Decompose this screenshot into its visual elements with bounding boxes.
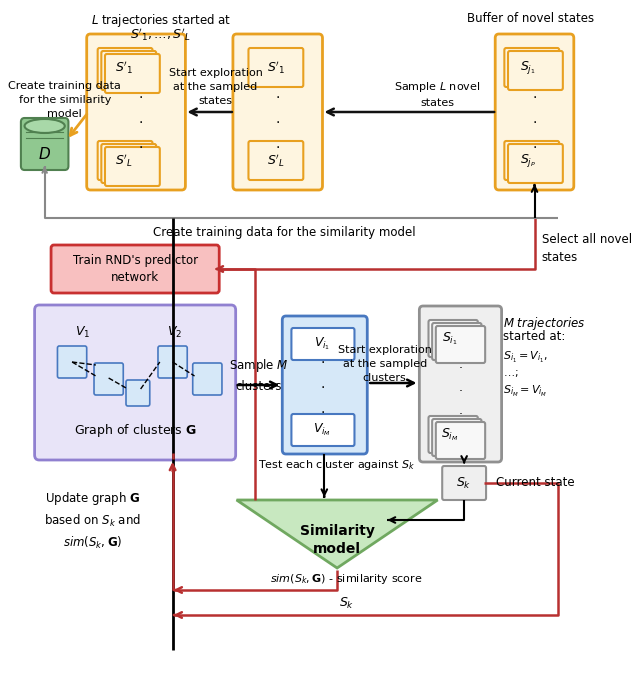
Text: Buffer of novel states: Buffer of novel states <box>467 12 595 25</box>
FancyBboxPatch shape <box>58 346 86 378</box>
FancyBboxPatch shape <box>442 466 486 500</box>
FancyBboxPatch shape <box>419 306 502 462</box>
Text: ·
·
·: · · · <box>532 91 537 155</box>
Text: $S'_L$: $S'_L$ <box>267 153 285 169</box>
Text: $S'_1$: $S'_1$ <box>267 60 285 76</box>
Text: ·
·
·: · · · <box>138 91 143 155</box>
Text: $S_{j_P}$: $S_{j_P}$ <box>520 152 536 169</box>
FancyBboxPatch shape <box>495 34 574 190</box>
Text: Sample $M$
clusters: Sample $M$ clusters <box>228 357 289 392</box>
FancyBboxPatch shape <box>98 141 152 180</box>
Text: $S_{i_1}$: $S_{i_1}$ <box>442 331 458 347</box>
Text: ·
·
·: · · · <box>275 91 280 155</box>
Text: $S'_1,\ldots,S'_L$: $S'_1,\ldots,S'_L$ <box>131 26 191 43</box>
Text: Sample $L$ novel
states: Sample $L$ novel states <box>394 80 481 108</box>
Text: $L$ trajectories started at: $L$ trajectories started at <box>91 12 231 29</box>
Text: Test each cluster against $S_k$: Test each cluster against $S_k$ <box>259 458 416 472</box>
Text: Create training data for the similarity model: Create training data for the similarity … <box>153 226 415 239</box>
FancyBboxPatch shape <box>432 323 481 360</box>
Text: Similarity
model: Similarity model <box>300 524 374 556</box>
FancyBboxPatch shape <box>291 328 355 360</box>
Text: Train RND's predictor
network: Train RND's predictor network <box>72 254 198 284</box>
FancyBboxPatch shape <box>508 144 563 183</box>
FancyBboxPatch shape <box>429 320 478 357</box>
Text: $S'_1$: $S'_1$ <box>115 60 133 76</box>
FancyBboxPatch shape <box>248 48 303 87</box>
Text: $D$: $D$ <box>38 146 51 162</box>
FancyBboxPatch shape <box>248 141 303 180</box>
FancyBboxPatch shape <box>504 141 559 180</box>
FancyBboxPatch shape <box>508 51 563 90</box>
FancyBboxPatch shape <box>291 414 355 446</box>
FancyBboxPatch shape <box>158 346 188 378</box>
Text: $S_{j_1}$: $S_{j_1}$ <box>520 60 536 77</box>
Text: Start exploration
at the sampled
clusters: Start exploration at the sampled cluster… <box>338 345 431 383</box>
Ellipse shape <box>24 119 65 133</box>
FancyBboxPatch shape <box>51 245 220 293</box>
Text: $M$ trajectories: $M$ trajectories <box>504 315 586 332</box>
FancyBboxPatch shape <box>101 51 156 90</box>
FancyBboxPatch shape <box>233 34 323 190</box>
Text: $V_{i_1}$: $V_{i_1}$ <box>314 335 331 353</box>
Text: $V_1$: $V_1$ <box>76 324 91 340</box>
FancyBboxPatch shape <box>282 316 367 454</box>
FancyBboxPatch shape <box>35 305 236 460</box>
Text: $S_{i_1} = V_{i_1},$: $S_{i_1} = V_{i_1},$ <box>504 350 548 365</box>
Text: $sim(S_k, \mathbf{G})$ - similarity score: $sim(S_k, \mathbf{G})$ - similarity scor… <box>270 572 422 586</box>
FancyBboxPatch shape <box>436 326 485 363</box>
Text: Create training data
for the similarity
model: Create training data for the similarity … <box>8 81 121 119</box>
FancyBboxPatch shape <box>21 118 68 170</box>
FancyBboxPatch shape <box>98 48 152 87</box>
FancyBboxPatch shape <box>101 144 156 183</box>
Polygon shape <box>237 500 438 568</box>
FancyBboxPatch shape <box>94 363 124 395</box>
FancyBboxPatch shape <box>504 48 559 87</box>
FancyBboxPatch shape <box>105 54 160 93</box>
Text: Start exploration
at the sampled
states: Start exploration at the sampled states <box>168 68 262 106</box>
FancyBboxPatch shape <box>432 419 481 456</box>
Text: $S_{i_M}$: $S_{i_M}$ <box>441 427 458 443</box>
Text: ·
·
·: · · · <box>458 362 463 421</box>
FancyBboxPatch shape <box>436 422 485 459</box>
Text: Current state: Current state <box>496 477 575 490</box>
Text: Graph of clusters $\mathbf{G}$: Graph of clusters $\mathbf{G}$ <box>74 422 196 439</box>
FancyBboxPatch shape <box>105 147 160 186</box>
Text: ·
·
·: · · · <box>320 356 324 420</box>
FancyBboxPatch shape <box>193 363 222 395</box>
Text: $S'_L$: $S'_L$ <box>115 153 133 169</box>
Text: $V_2$: $V_2$ <box>167 324 182 340</box>
Text: $S_{i_M} = V_{i_M}$: $S_{i_M} = V_{i_M}$ <box>504 384 548 399</box>
FancyBboxPatch shape <box>429 416 478 453</box>
Text: $V_{i_M}$: $V_{i_M}$ <box>314 422 332 438</box>
Text: $S_k$: $S_k$ <box>339 596 354 611</box>
Text: Select all novel
states: Select all novel states <box>542 233 632 264</box>
Text: $\ldots;$: $\ldots;$ <box>504 368 519 379</box>
FancyBboxPatch shape <box>86 34 186 190</box>
Text: $S_k$: $S_k$ <box>456 475 472 490</box>
FancyBboxPatch shape <box>126 380 150 406</box>
Text: Update graph $\mathbf{G}$
based on $S_k$ and
$sim(S_k, \mathbf{G})$: Update graph $\mathbf{G}$ based on $S_k$… <box>44 490 141 551</box>
Text: started at:: started at: <box>504 330 566 343</box>
